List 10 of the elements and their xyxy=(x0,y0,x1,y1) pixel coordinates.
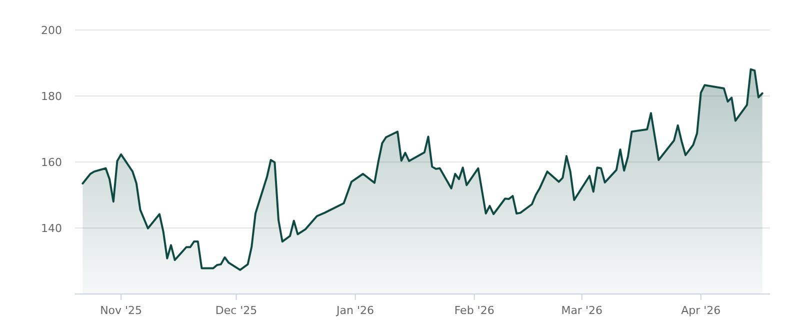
y-tick-label: 140 xyxy=(41,222,62,235)
y-tick-label: 180 xyxy=(41,90,62,103)
x-tick-label: Apr '26 xyxy=(681,304,721,317)
x-tick-label: Nov '25 xyxy=(100,304,142,317)
x-tick-label: Feb '26 xyxy=(454,304,494,317)
x-tick-label: Dec '25 xyxy=(215,304,258,317)
x-tick-label: Jan '26 xyxy=(336,304,374,317)
y-tick-label: 160 xyxy=(41,156,62,169)
y-tick-label: 200 xyxy=(41,24,62,37)
x-tick-label: Mar '26 xyxy=(561,304,602,317)
